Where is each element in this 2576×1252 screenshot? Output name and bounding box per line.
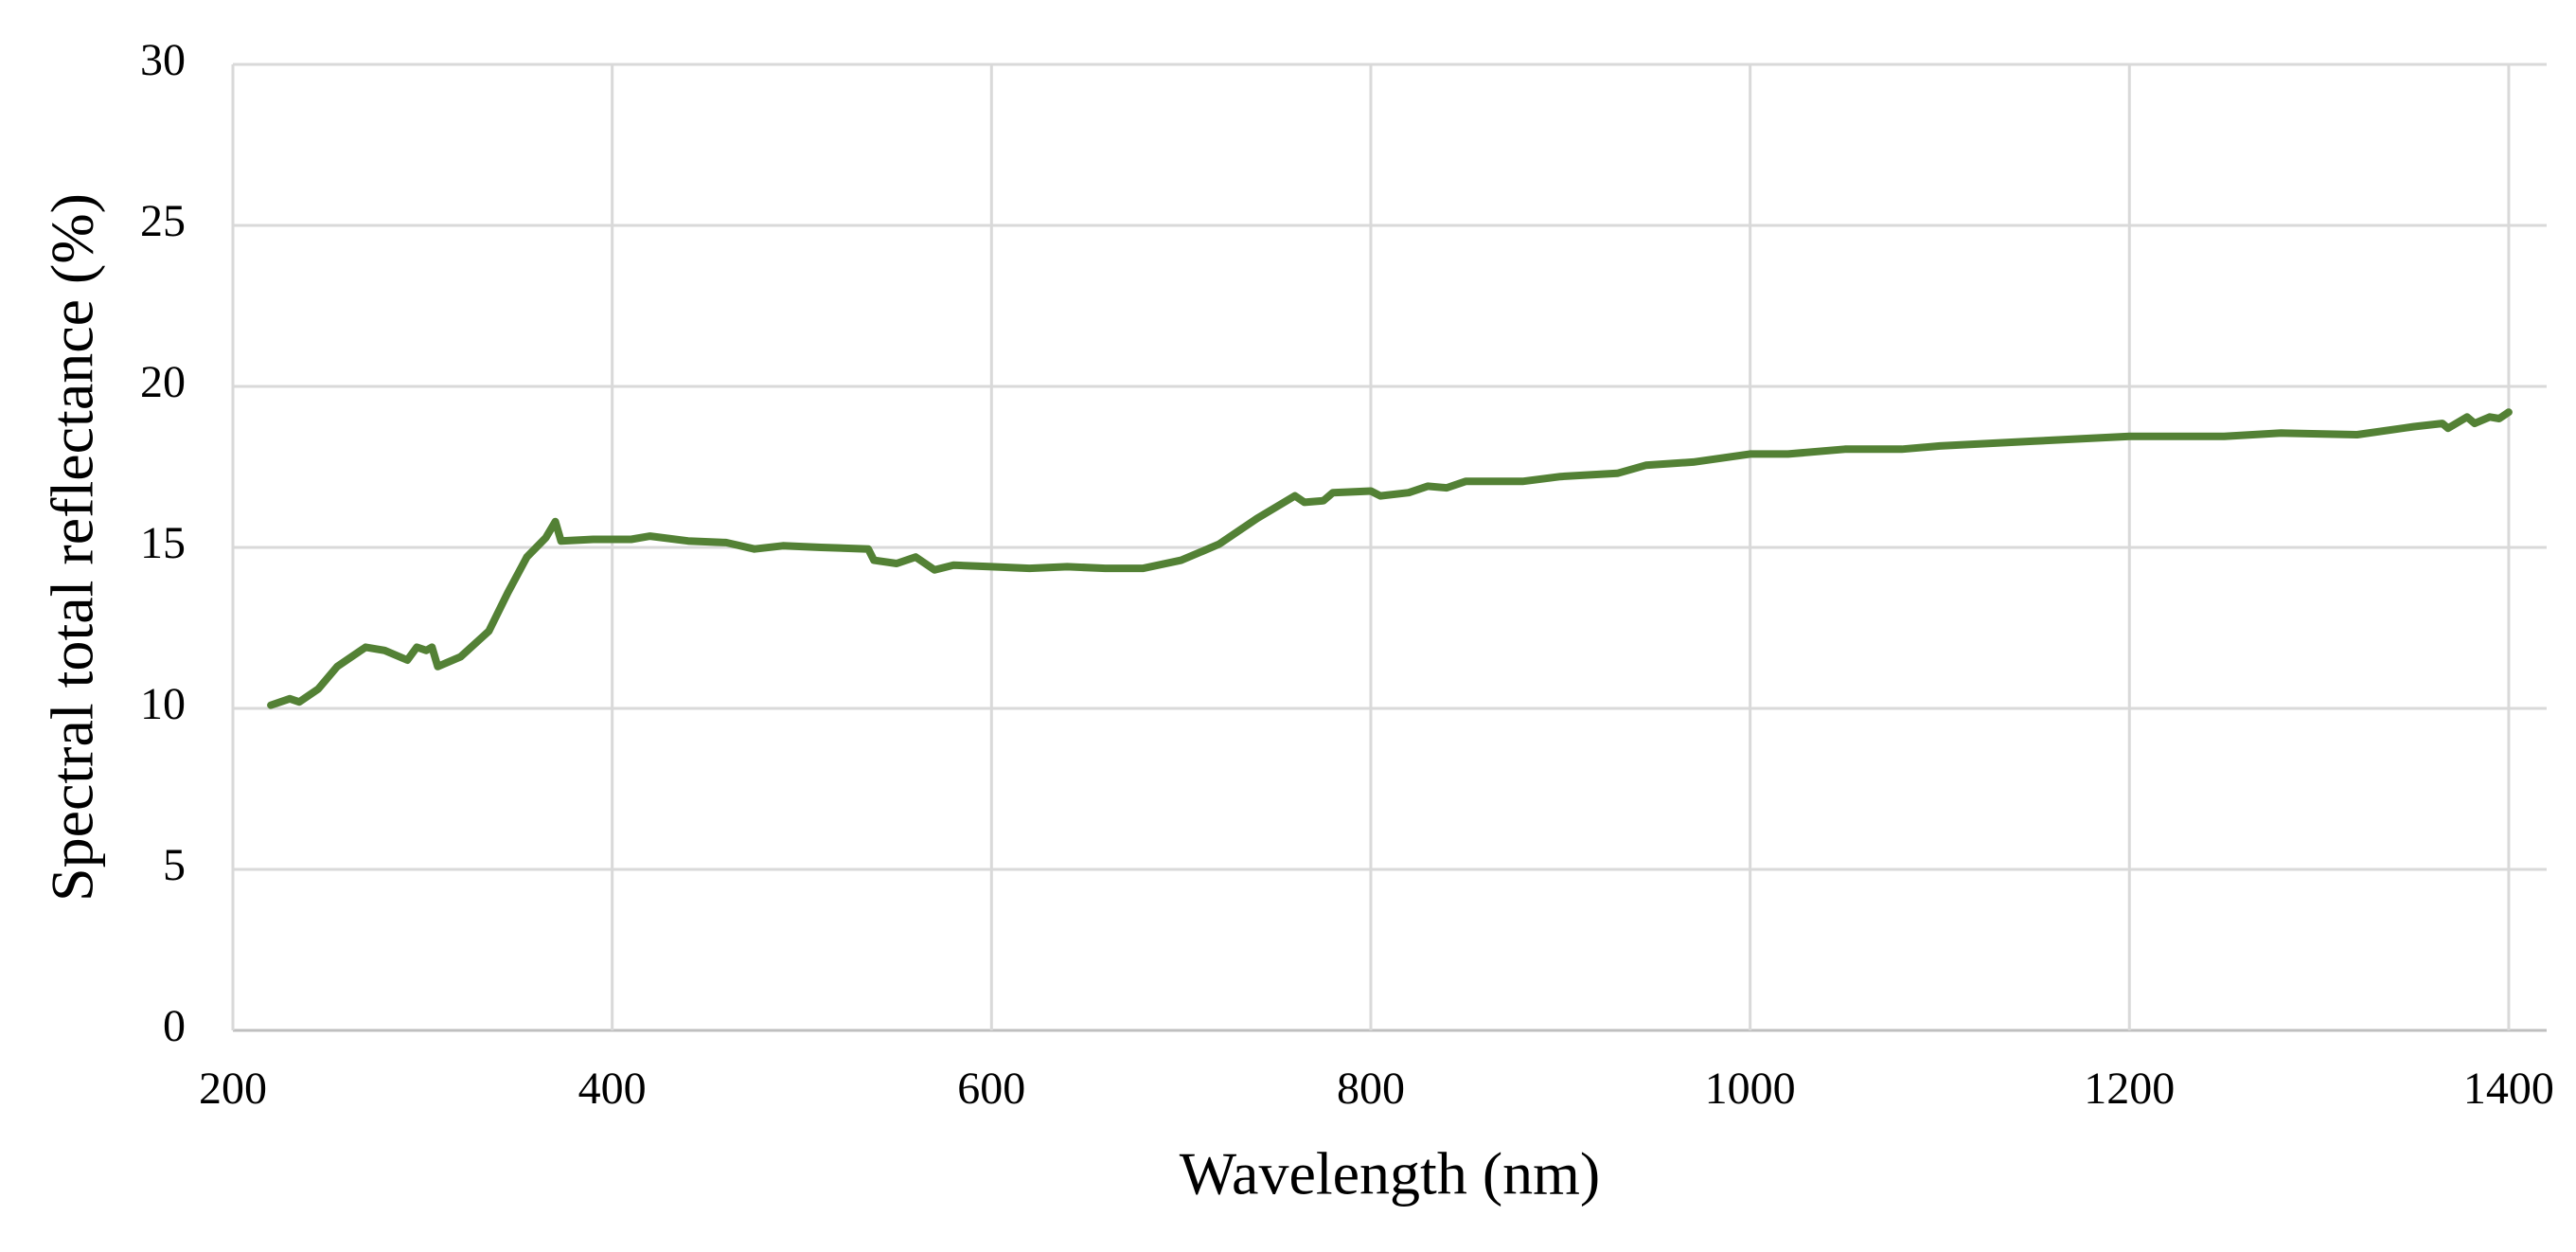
- y-tick-label: 20: [140, 357, 186, 407]
- y-tick-label: 30: [140, 35, 186, 85]
- data-line: [267, 408, 2513, 709]
- y-tick-label: 25: [140, 196, 186, 246]
- y-tick-label: 10: [140, 679, 186, 729]
- x-tick-label: 600: [957, 1064, 1025, 1114]
- x-tick-label: 200: [199, 1064, 267, 1114]
- x-tick-label: 1000: [1705, 1064, 1796, 1114]
- y-axis-title: Spectral total reflectance (%): [39, 193, 106, 902]
- x-tick-label: 400: [578, 1064, 647, 1114]
- x-axis-title: Wavelength (nm): [1180, 1140, 1600, 1207]
- y-tick-label: 15: [140, 518, 186, 568]
- x-tick-label: 800: [1337, 1064, 1405, 1114]
- x-tick-label: 1400: [2463, 1064, 2554, 1114]
- y-tick-label: 5: [163, 840, 186, 890]
- x-tick-label: 1200: [2084, 1064, 2175, 1114]
- y-tick-label: 0: [163, 1001, 186, 1051]
